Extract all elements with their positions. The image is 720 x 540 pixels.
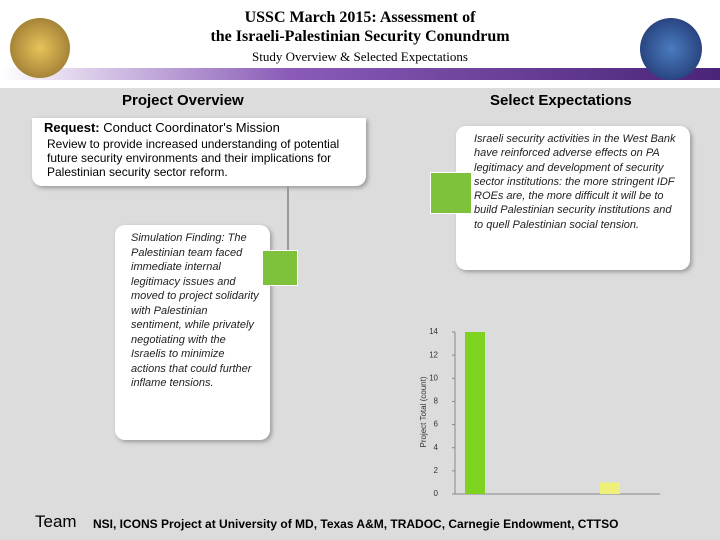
request-text: Review to provide increased understandin… [47,137,340,179]
marker [262,250,298,286]
subtitle: Study Overview & Selected Expectations [252,49,468,64]
bar [465,332,485,494]
request-box: Request: Conduct Coordinator's Mission R… [32,118,366,186]
band [0,68,720,80]
expectation: Israeli security activities in the West … [474,133,676,231]
y-tick-label: 8 [434,397,439,406]
logo [10,18,70,78]
y-tick-label: 4 [434,443,439,452]
finding-box: Simulation Finding: The Palestinian team… [115,225,270,440]
y-tick-label: 12 [429,350,438,359]
y-tick-label: 6 [434,420,439,429]
chart: Project Total (count) 0 2 4 6 8 10 12 14 [419,327,660,498]
title: the Israeli-Palestinian Security Conundr… [210,28,510,45]
request-label: Request: [44,120,100,135]
heading: Select Expectations [490,92,632,109]
footer-label: Team [35,512,77,531]
y-tick-label: 10 [429,373,438,382]
finding: Simulation Finding: The Palestinian team… [131,232,259,389]
footer-text: NSI, ICONS Project at University of MD, … [93,517,619,531]
heading: Project Overview [122,92,244,109]
y-axis-label: Project Total (count) [419,376,428,447]
connector [287,185,289,265]
y-tick-label: 2 [434,466,439,475]
logo [640,18,702,80]
marker [430,172,472,214]
y-tick-label: 14 [429,327,438,336]
bar [600,482,620,494]
y-tick-label: 0 [434,489,439,498]
request-title: Conduct Coordinator's Mission [103,120,280,135]
title: USSC March 2015: Assessment of [244,9,476,26]
expectation-box: Israeli security activities in the West … [456,126,690,270]
